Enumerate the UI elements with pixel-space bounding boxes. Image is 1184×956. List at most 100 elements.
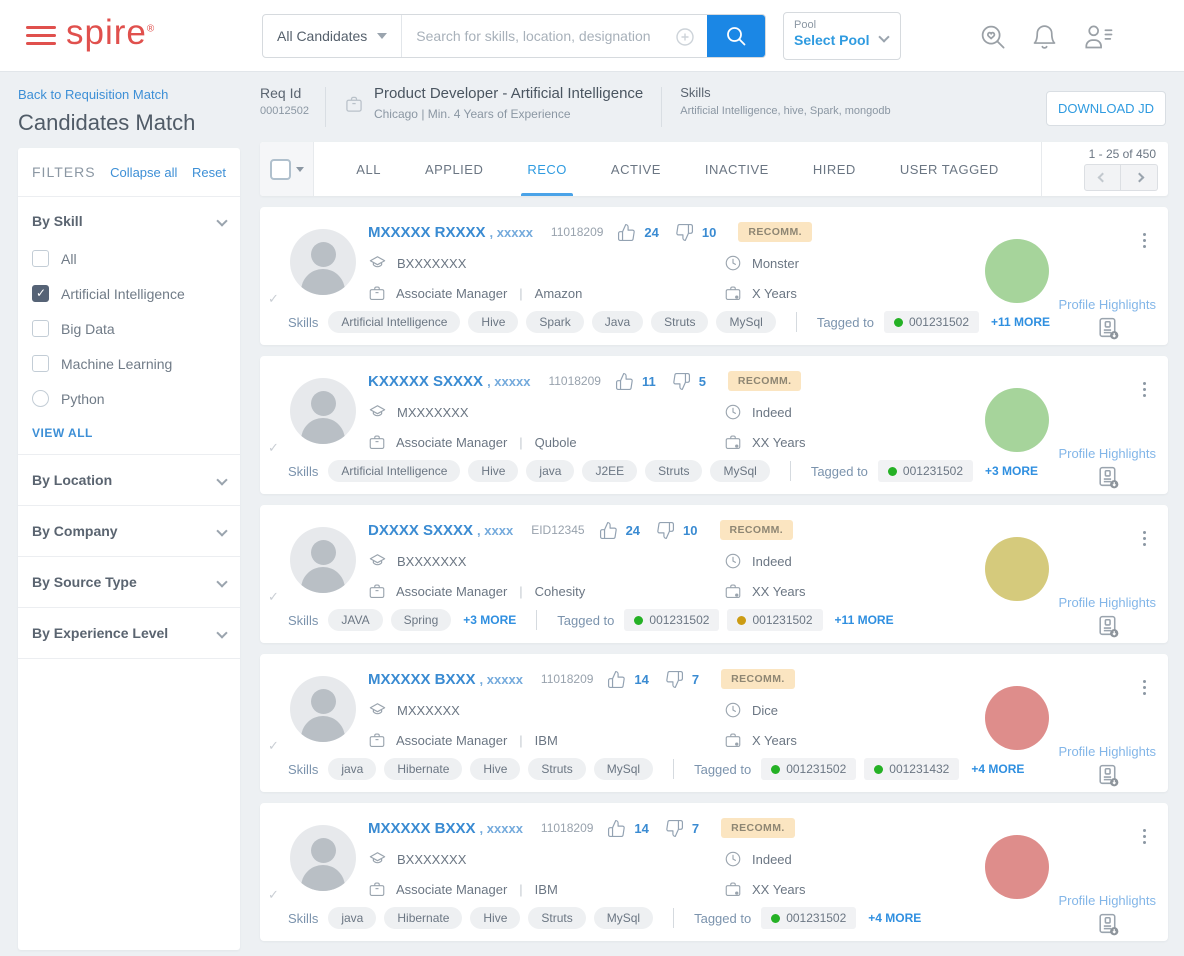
resume-download-icon[interactable] [1095,762,1122,794]
thumbs-down-icon[interactable] [665,670,684,689]
filter-option-big-data[interactable]: Big Data [18,311,240,346]
tab-hired[interactable]: HIRED [812,161,856,177]
tagged-req-chip[interactable]: 001231502 [877,460,973,482]
education-text: MXXXXXXX [397,405,469,420]
skills-more-link[interactable]: +3 MORE [463,613,517,627]
thumbs-up-icon[interactable] [607,819,626,838]
thumbs-down-icon[interactable] [672,372,691,391]
filter-section-by-source-type[interactable]: By Source Type [18,557,240,608]
tagged-req-chip[interactable]: 001231502 [727,609,823,631]
resume-download-icon[interactable] [1095,464,1122,496]
pool-select[interactable]: Pool Select Pool [783,12,901,60]
profile-highlights-link[interactable]: Profile Highlights [1058,297,1156,312]
filter-option-all[interactable]: All [18,241,240,276]
checkbox-icon[interactable] [32,355,49,372]
collapse-all-link[interactable]: Collapse all [110,164,178,180]
kebab-menu-icon[interactable] [1141,827,1148,849]
checkbox-icon[interactable] [32,285,49,302]
resume-download-icon[interactable] [1095,315,1122,347]
filter-section-by-experience-level[interactable]: By Experience Level [18,608,240,659]
candidate-name-suffix[interactable]: , xxxx [477,522,514,538]
filter-section-by-skill[interactable]: By Skill [18,197,240,241]
kebab-menu-icon[interactable] [1141,380,1148,402]
hamburger-menu-icon[interactable] [26,26,56,46]
candidate-name-suffix[interactable]: , xxxxx [479,671,523,687]
saved-search-icon[interactable] [978,22,1008,57]
thumbs-up-icon[interactable] [599,521,618,540]
profile-highlights-link[interactable]: Profile Highlights [1058,446,1156,461]
search-button[interactable] [707,15,765,57]
tab-active[interactable]: ACTIVE [610,161,661,177]
thumbs-up-icon[interactable] [607,670,626,689]
filter-section-by-location[interactable]: By Location [18,455,240,506]
profile-highlights-link[interactable]: Profile Highlights [1058,893,1156,908]
filter-option-python[interactable]: Python [18,381,240,416]
thumbs-down-icon[interactable] [656,521,675,540]
candidate-name-suffix[interactable]: , xxxxx [489,224,533,240]
tab-inactive[interactable]: INACTIVE [704,161,769,177]
kebab-menu-icon[interactable] [1141,231,1148,253]
select-all-checkbox[interactable] [269,158,291,180]
tagged-req-chip[interactable]: 001231502 [624,609,720,631]
tags-more-link[interactable]: +4 MORE [971,762,1025,776]
profile-highlights-link[interactable]: Profile Highlights [1058,595,1156,610]
resume-download-icon[interactable] [1095,613,1122,645]
search-scope-select[interactable]: All Candidates [263,15,403,57]
selected-check-icon[interactable]: ✓ [268,291,279,306]
thumbs-up-icon[interactable] [615,372,634,391]
selected-check-icon[interactable]: ✓ [268,887,279,902]
candidate-name[interactable]: MXXXXX RXXXX [368,223,486,241]
back-to-requisition-link[interactable]: Back to Requisition Match [18,87,169,102]
avatar[interactable] [290,378,356,444]
thumbs-up-icon[interactable] [617,223,636,242]
search-input[interactable] [402,15,707,57]
profile-highlights-link[interactable]: Profile Highlights [1058,744,1156,759]
tagged-req-chip[interactable]: 001231432 [864,758,960,780]
tab-reco[interactable]: RECO [521,142,573,196]
candidate-name[interactable]: KXXXXX SXXXX [368,372,484,390]
brand-logo[interactable]: spire® [66,13,156,52]
selected-check-icon[interactable]: ✓ [268,589,279,604]
candidate-name[interactable]: DXXXX SXXXX [368,521,474,539]
tagged-req-chip[interactable]: 001231502 [761,758,857,780]
tagged-req-chip[interactable]: 001231502 [761,907,857,929]
tags-more-link[interactable]: +4 MORE [868,911,922,925]
prev-page-button[interactable] [1084,164,1121,191]
tags-more-link[interactable]: +11 MORE [991,315,1051,329]
profile-menu-icon[interactable] [1082,22,1114,57]
kebab-menu-icon[interactable] [1141,678,1148,700]
tab-applied[interactable]: APPLIED [424,161,484,177]
notifications-bell-icon[interactable] [1030,22,1059,57]
candidate-name-suffix[interactable]: , xxxxx [479,820,523,836]
avatar[interactable] [290,229,356,295]
avatar[interactable] [290,527,356,593]
select-options-caret-icon[interactable] [295,166,304,172]
download-jd-button[interactable]: DOWNLOAD JD [1046,91,1166,126]
kebab-menu-icon[interactable] [1141,529,1148,551]
selected-check-icon[interactable]: ✓ [268,738,279,753]
tab-user-tagged[interactable]: USER TAGGED [899,161,999,177]
avatar[interactable] [290,676,356,742]
checkbox-icon[interactable] [32,390,49,407]
add-criteria-icon[interactable] [675,27,695,52]
candidate-name[interactable]: MXXXXX BXXX [368,670,476,688]
checkbox-icon[interactable] [32,250,49,267]
reset-filters-link[interactable]: Reset [192,164,226,180]
next-page-button[interactable] [1121,164,1158,191]
resume-download-icon[interactable] [1095,911,1122,943]
thumbs-down-icon[interactable] [675,223,694,242]
checkbox-icon[interactable] [32,320,49,337]
tab-all[interactable]: ALL [356,161,381,177]
candidate-name-suffix[interactable]: , xxxxx [487,373,531,389]
tags-more-link[interactable]: +11 MORE [834,613,894,627]
thumbs-down-icon[interactable] [665,819,684,838]
filter-option-machine-learning[interactable]: Machine Learning [18,346,240,381]
avatar[interactable] [290,825,356,891]
tags-more-link[interactable]: +3 MORE [985,464,1039,478]
filter-option-artificial-intelligence[interactable]: Artificial Intelligence [18,276,240,311]
view-all-link[interactable]: VIEW ALL [32,426,93,440]
selected-check-icon[interactable]: ✓ [268,440,279,455]
candidate-name[interactable]: MXXXXX BXXX [368,819,476,837]
tagged-req-chip[interactable]: 001231502 [883,311,980,333]
filter-section-by-company[interactable]: By Company [18,506,240,557]
